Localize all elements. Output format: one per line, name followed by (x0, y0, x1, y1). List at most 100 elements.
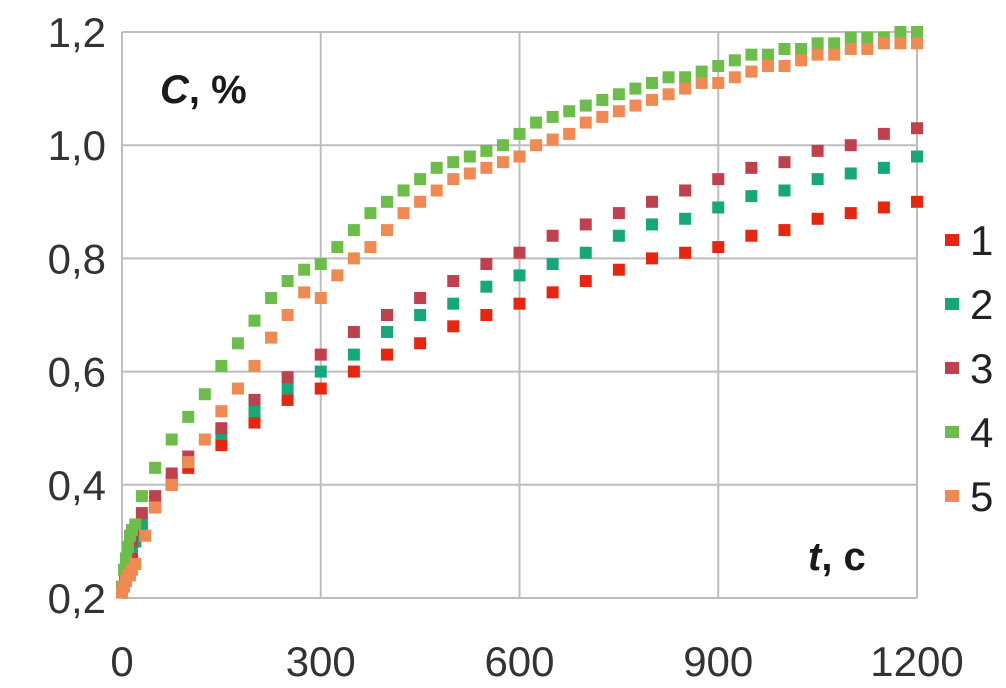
data-point (911, 37, 923, 50)
data-point (911, 26, 923, 38)
series-5 (116, 37, 923, 599)
data-point (381, 224, 393, 237)
y-tick-label: 1,0 (48, 122, 106, 169)
data-point (894, 37, 907, 50)
data-point (430, 184, 443, 197)
legend-item-1: 1 (945, 217, 993, 264)
data-point (612, 88, 625, 101)
data-point (811, 212, 824, 225)
data-point (231, 337, 244, 350)
data-point (281, 393, 294, 406)
y-tick-label: 1,2 (48, 9, 106, 56)
data-point (480, 161, 493, 174)
data-point (129, 558, 142, 571)
data-point (480, 280, 493, 293)
data-point (761, 48, 774, 61)
data-point (496, 156, 509, 169)
data-point (182, 410, 195, 423)
data-point (381, 195, 393, 208)
data-point (364, 207, 377, 220)
data-point (248, 359, 261, 372)
x-tick-label: 300 (286, 638, 356, 685)
y-tick-label: 0,4 (48, 462, 106, 509)
data-point (121, 541, 134, 554)
data-point (844, 31, 857, 44)
data-point (364, 241, 377, 254)
data-point (119, 552, 132, 565)
data-point (811, 48, 824, 61)
data-point (414, 309, 427, 321)
legend-label: 3 (970, 345, 993, 392)
data-point (745, 48, 758, 61)
data-point (629, 99, 642, 112)
y-axis-label-symbol: C (160, 68, 190, 112)
data-point (298, 286, 311, 299)
data-point (314, 382, 327, 395)
legend: 1 2 3 4 5 (945, 217, 993, 520)
data-point (281, 275, 294, 288)
data-point (347, 365, 360, 378)
data-point (135, 507, 148, 520)
data-point (165, 467, 178, 480)
legend-label: 1 (970, 217, 993, 264)
data-point (745, 161, 758, 174)
data-point (546, 258, 559, 271)
data-point (795, 54, 808, 67)
data-point (397, 184, 410, 197)
data-point (129, 518, 142, 531)
data-point (314, 348, 327, 361)
data-point (712, 241, 725, 254)
data-point (579, 116, 592, 129)
y-axis-label-unit: , % (189, 68, 247, 112)
data-point (281, 309, 294, 321)
data-point (182, 456, 195, 469)
data-point (679, 71, 692, 84)
data-point (546, 110, 559, 123)
legend-swatch (945, 298, 959, 310)
data-point (761, 59, 774, 72)
data-point (198, 388, 211, 401)
data-point (480, 144, 493, 157)
data-point (530, 116, 543, 129)
data-point (546, 229, 559, 242)
data-point (877, 161, 890, 174)
data-point (778, 42, 791, 55)
x-axis-label: t, c (808, 535, 866, 579)
x-tick-label: 0 (110, 638, 133, 685)
data-point (563, 127, 576, 140)
data-point (165, 433, 178, 446)
y-tick-label: 0,6 (48, 349, 106, 396)
data-point (381, 325, 393, 338)
data-point (447, 297, 460, 310)
data-point (646, 218, 658, 231)
data-point (712, 59, 725, 72)
x-axis-label-symbol: t (808, 535, 823, 579)
legend-swatch (945, 234, 959, 246)
data-point (165, 478, 178, 491)
data-point (662, 71, 675, 84)
data-point (347, 252, 360, 265)
tick-labels: 0 300 600 900 1200 0,2 0,4 0,6 0,8 1,0 1,2 (48, 9, 964, 685)
data-point (248, 405, 261, 418)
x-tick-label: 1200 (870, 638, 963, 685)
data-point (414, 173, 427, 186)
data-point (662, 88, 675, 101)
legend-item-3: 3 (945, 345, 993, 392)
y-tick-label: 0,8 (48, 235, 106, 282)
data-point (480, 309, 493, 321)
data-point (679, 212, 692, 225)
data-point (596, 110, 609, 123)
data-point (447, 275, 460, 288)
data-point (331, 269, 344, 282)
legend-swatch (945, 490, 959, 502)
data-point (579, 246, 592, 259)
data-point (248, 393, 261, 406)
data-point (728, 71, 741, 84)
data-point (215, 422, 228, 435)
data-point (298, 263, 311, 276)
data-point (447, 320, 460, 333)
data-point (695, 76, 708, 89)
data-point (861, 31, 874, 44)
